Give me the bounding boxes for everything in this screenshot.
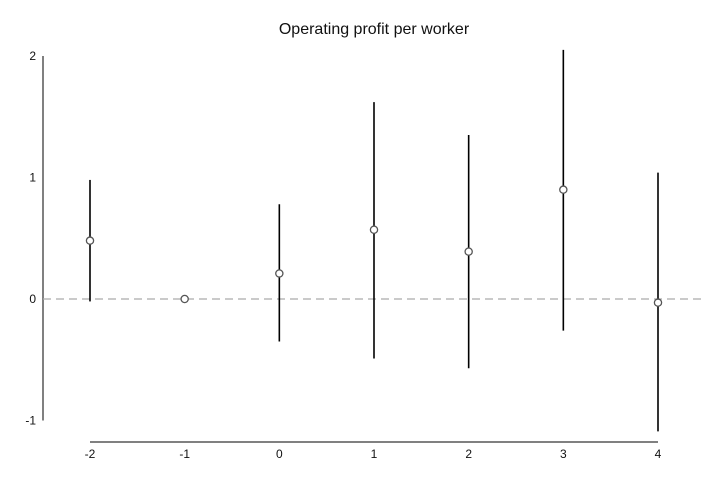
estimate-point [654,299,661,306]
estimate-point [370,226,377,233]
estimate-point [181,295,188,302]
x-axis: -2 -1 0 1 2 3 4 [85,442,662,461]
y-tick-label: 0 [29,292,36,306]
y-tick-label: -1 [25,414,36,428]
y-axis: 2 1 0 -1 [25,49,43,428]
x-tick-label: -1 [179,447,190,461]
x-tick-label: -2 [85,447,96,461]
x-tick-label: 0 [276,447,283,461]
x-tick-label: 2 [465,447,472,461]
estimate-point [276,270,283,277]
x-tick-label: 4 [655,447,662,461]
estimate-point [560,186,567,193]
x-tick-label: 3 [560,447,567,461]
estimate-point [86,237,93,244]
estimate-point [465,248,472,255]
confidence-intervals [90,50,658,432]
x-tick-label: 1 [371,447,378,461]
chart-title: Operating profit per worker [279,21,470,38]
y-tick-label: 2 [29,49,36,63]
y-tick-label: 1 [29,171,36,185]
